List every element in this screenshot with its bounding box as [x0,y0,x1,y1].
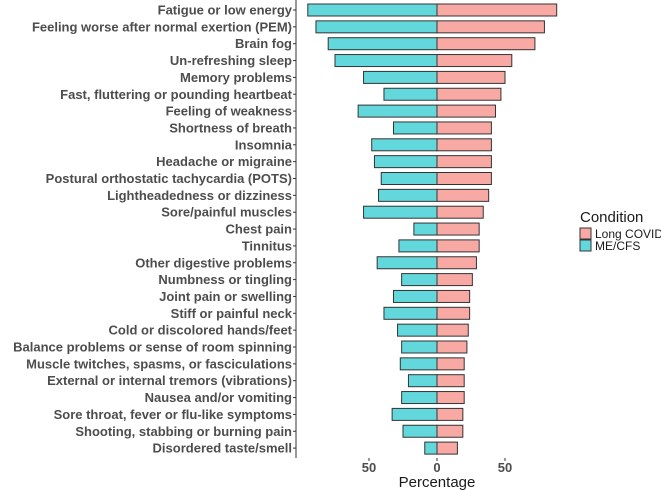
bar-long-covid [436,289,471,303]
bar-me-cfs [402,424,438,438]
bar-me-cfs [307,3,438,17]
bar-long-covid [436,54,513,68]
category-label: Feeling worse after normal exertion (PEM… [32,19,292,34]
bar-me-cfs [315,20,438,34]
bar-me-cfs [424,441,438,455]
bar-me-cfs [392,289,438,303]
category-label: Insomnia [235,137,293,152]
category-label: Headache or migraine [156,154,292,169]
legend-label-me-cfs: ME/CFS [595,239,640,253]
bar-me-cfs [398,239,438,253]
bar-long-covid [436,188,490,202]
category-label: Joint pain or swelling [159,289,292,304]
x-tick-label: 50 [362,460,376,475]
bar-me-cfs [376,256,438,270]
category-label: Brain fog [235,36,292,51]
category-label: Other digestive problems [135,255,292,270]
bar-long-covid [436,87,502,101]
category-label: Cold or discolored hands/feet [109,323,293,338]
category-label: Disordered taste/smell [153,441,292,456]
category-label: Memory problems [180,70,292,85]
bar-long-covid [436,37,536,51]
bar-me-cfs [357,104,438,118]
bar-me-cfs [327,37,438,51]
bars [307,3,558,455]
legend: Condition Long COVID ME/CFS [579,209,661,253]
bar-long-covid [436,155,492,169]
bar-long-covid [436,424,464,438]
bar-me-cfs [401,391,438,405]
legend-key-long-covid [579,227,592,240]
bar-long-covid [436,306,471,320]
bar-me-cfs [363,205,438,219]
bar-long-covid [436,104,496,118]
bar-long-covid [436,138,492,152]
legend-title: Condition [580,209,643,226]
bar-me-cfs [413,222,438,236]
x-axis-ticks: 50 0 50 [362,458,512,475]
bar-long-covid [436,70,506,84]
bar-me-cfs [392,121,438,135]
category-label: Nausea and/or vomiting [145,390,292,405]
bar-me-cfs [401,340,438,354]
bar-long-covid [436,3,558,17]
category-label: Sore throat, fever or flu-like symptoms [54,407,292,422]
bar-me-cfs [391,407,438,421]
bar-long-covid [436,391,465,405]
bar-me-cfs [378,188,438,202]
x-tick-label: 50 [498,460,512,475]
category-label: Postural orthostatic tachycardia (POTS) [46,171,292,186]
bar-me-cfs [407,374,438,388]
legend-label-long-covid: Long COVID [595,227,661,241]
category-label: Lightheadedness or dizziness [107,188,292,203]
bar-long-covid [436,20,545,34]
bar-me-cfs [334,54,438,68]
bar-long-covid [436,340,468,354]
x-tick-label: 0 [433,460,440,475]
bar-me-cfs [401,273,438,287]
category-label: External or internal tremors (vibrations… [47,373,292,388]
bar-long-covid [436,374,465,388]
category-label: Fast, fluttering or pounding heartbeat [60,87,293,102]
bar-long-covid [436,172,492,185]
category-label: Un-refreshing sleep [170,53,292,68]
bar-long-covid [436,222,480,236]
category-label: Shortness of breath [169,120,292,135]
bar-me-cfs [399,357,438,371]
bar-long-covid [436,121,492,135]
category-label: Chest pain [226,222,293,237]
bar-long-covid [436,407,464,421]
bar-long-covid [436,323,469,337]
category-label: Shooting, stabbing or burning pain [75,424,292,439]
bar-long-covid [436,441,458,455]
bar-me-cfs [383,306,438,320]
category-label: Tinnitus [242,238,292,253]
bar-me-cfs [373,155,438,169]
bar-me-cfs [371,138,438,152]
category-label: Fatigue or low energy [158,3,293,18]
category-label: Balance problems or sense of room spinni… [13,340,292,355]
bar-me-cfs [397,323,438,337]
bar-long-covid [436,357,465,371]
legend-key-me-cfs [579,239,592,252]
bar-me-cfs [380,172,438,185]
bar-me-cfs [363,70,438,84]
category-label: Numbness or tingling [158,272,292,287]
bar-long-covid [436,205,484,219]
bar-long-covid [436,239,480,253]
category-label: Stiff or painful neck [171,306,293,321]
bar-me-cfs [383,87,438,101]
bar-long-covid [436,256,477,270]
x-axis-title: Percentage [399,474,476,490]
category-label: Sore/painful muscles [161,205,292,220]
category-label: Feeling of weakness [166,104,292,119]
category-label: Muscle twitches, spasms, or fasciculatio… [26,356,292,371]
bar-long-covid [436,273,473,287]
